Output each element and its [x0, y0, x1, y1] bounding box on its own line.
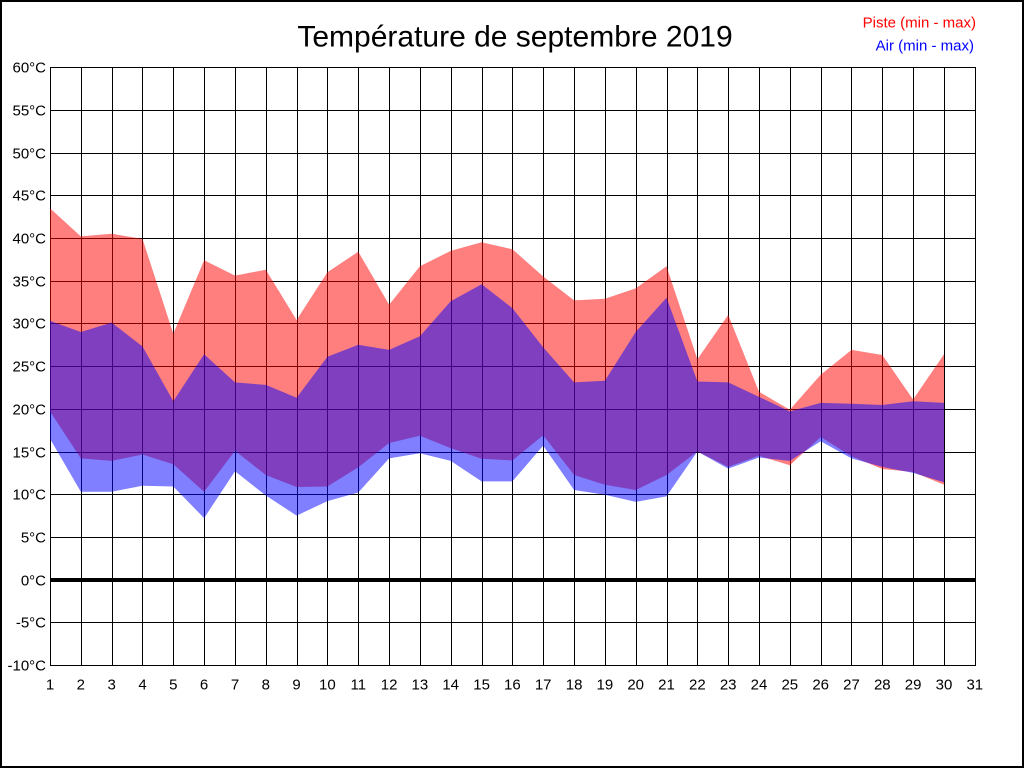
svg-text:23: 23 — [720, 677, 737, 694]
svg-text:4: 4 — [138, 677, 146, 694]
svg-text:-5°C: -5°C — [16, 614, 46, 631]
svg-text:Air (min - max): Air (min - max) — [876, 38, 974, 55]
svg-text:16: 16 — [504, 677, 521, 694]
svg-text:Température de septembre 2019: Température de septembre 2019 — [297, 21, 732, 54]
svg-text:55°C: 55°C — [12, 102, 46, 119]
svg-text:60°C: 60°C — [12, 59, 46, 76]
svg-text:35°C: 35°C — [12, 273, 46, 290]
svg-text:26: 26 — [812, 677, 829, 694]
svg-text:22: 22 — [689, 677, 706, 694]
svg-text:20°C: 20°C — [12, 401, 46, 418]
svg-text:17: 17 — [535, 677, 552, 694]
svg-text:5°C: 5°C — [21, 529, 46, 546]
svg-text:10°C: 10°C — [12, 486, 46, 503]
svg-text:31: 31 — [966, 677, 983, 694]
svg-text:8: 8 — [262, 677, 270, 694]
svg-text:0°C: 0°C — [21, 572, 46, 589]
svg-text:5: 5 — [169, 677, 177, 694]
svg-text:45°C: 45°C — [12, 187, 46, 204]
svg-text:25°C: 25°C — [12, 358, 46, 375]
svg-text:Piste (min - max): Piste (min - max) — [863, 15, 976, 32]
svg-text:1: 1 — [46, 677, 54, 694]
svg-text:28: 28 — [874, 677, 891, 694]
svg-text:29: 29 — [905, 677, 922, 694]
svg-text:30: 30 — [936, 677, 953, 694]
svg-text:20: 20 — [627, 677, 644, 694]
svg-text:25: 25 — [781, 677, 798, 694]
svg-text:10: 10 — [319, 677, 336, 694]
svg-text:18: 18 — [566, 677, 583, 694]
svg-text:9: 9 — [292, 677, 300, 694]
svg-text:24: 24 — [751, 677, 768, 694]
svg-text:12: 12 — [381, 677, 398, 694]
svg-text:27: 27 — [843, 677, 860, 694]
svg-text:50°C: 50°C — [12, 145, 46, 162]
svg-text:13: 13 — [412, 677, 429, 694]
svg-text:19: 19 — [597, 677, 614, 694]
svg-text:14: 14 — [442, 677, 459, 694]
svg-text:-10°C: -10°C — [7, 657, 46, 674]
svg-text:15: 15 — [473, 677, 490, 694]
svg-text:40°C: 40°C — [12, 230, 46, 247]
svg-text:3: 3 — [108, 677, 116, 694]
svg-text:7: 7 — [231, 677, 239, 694]
svg-text:21: 21 — [658, 677, 675, 694]
svg-text:6: 6 — [200, 677, 208, 694]
svg-text:2: 2 — [77, 677, 85, 694]
svg-text:15°C: 15°C — [12, 444, 46, 461]
svg-text:30°C: 30°C — [12, 315, 46, 332]
svg-text:11: 11 — [351, 677, 367, 694]
